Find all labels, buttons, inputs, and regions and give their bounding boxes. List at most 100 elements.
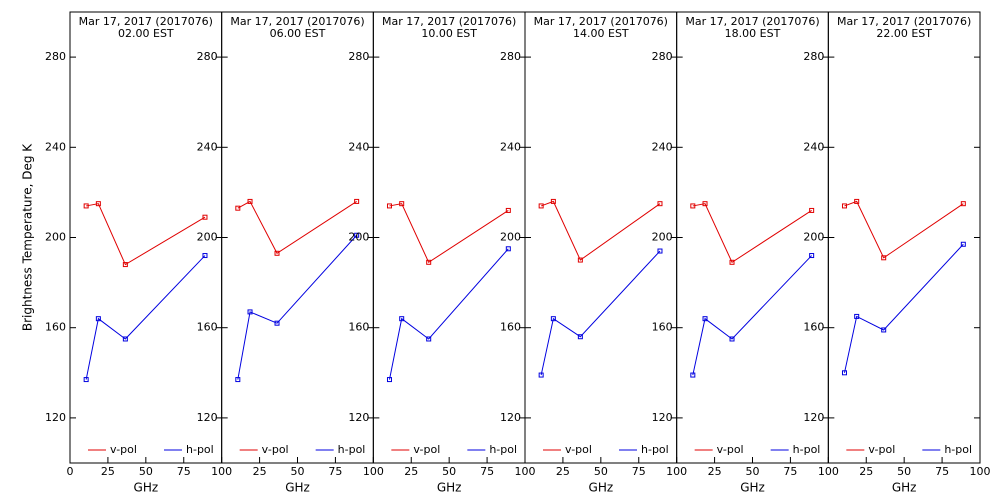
- y-tick-label: 240: [45, 140, 66, 153]
- point-marker: [95, 201, 101, 207]
- panel-title: Mar 17, 2017 (2017076): [382, 15, 516, 28]
- y-tick-label: 280: [500, 50, 521, 63]
- series-line: [843, 243, 964, 373]
- y-tick-label: 160: [500, 321, 521, 334]
- x-tick-label: 50: [139, 465, 153, 478]
- x-tick-label: 25: [556, 465, 570, 478]
- point-marker: [657, 248, 663, 254]
- point-marker: [729, 336, 735, 342]
- x-tick-label: 100: [363, 465, 384, 478]
- y-tick-label: 240: [500, 140, 521, 153]
- x-axis-label: GHz: [285, 481, 310, 495]
- x-tick-label: 75: [783, 465, 797, 478]
- y-tick-label: 200: [803, 231, 824, 244]
- legend-label: v-pol: [717, 443, 744, 456]
- y-tick-label: 120: [803, 411, 824, 424]
- point-marker: [881, 327, 887, 333]
- point-marker: [274, 250, 280, 256]
- point-marker: [881, 255, 887, 261]
- y-tick-label: 280: [348, 50, 369, 63]
- legend-label: h-pol: [641, 443, 669, 456]
- point-marker: [122, 262, 128, 268]
- series-line: [85, 255, 206, 380]
- x-tick-label: 100: [666, 465, 687, 478]
- point-marker: [841, 203, 847, 209]
- x-axis-label: GHz: [740, 481, 765, 495]
- point-marker: [854, 313, 860, 319]
- x-tick-label: 100: [970, 465, 991, 478]
- panel-subtitle: 22.00 EST: [876, 27, 932, 40]
- point-marker: [247, 309, 253, 315]
- series-line: [237, 234, 358, 380]
- point-marker: [354, 232, 360, 238]
- point-marker: [426, 259, 432, 265]
- panel-subtitle: 06.00 EST: [270, 27, 326, 40]
- x-tick-label: 75: [935, 465, 949, 478]
- y-tick-label: 160: [45, 321, 66, 334]
- x-tick-label: 0: [67, 465, 74, 478]
- panel-title: Mar 17, 2017 (2017076): [79, 15, 213, 28]
- x-tick-label: 75: [480, 465, 494, 478]
- point-marker: [809, 253, 815, 259]
- legend-label: v-pol: [413, 443, 440, 456]
- y-tick-label: 240: [197, 140, 218, 153]
- y-tick-label: 280: [803, 50, 824, 63]
- point-marker: [577, 257, 583, 263]
- panel-subtitle: 02.00 EST: [118, 27, 174, 40]
- panel-title: Mar 17, 2017 (2017076): [685, 15, 819, 28]
- y-tick-label: 160: [197, 321, 218, 334]
- series-line: [388, 248, 509, 380]
- y-tick-label: 200: [45, 231, 66, 244]
- x-axis-label: GHz: [134, 481, 159, 495]
- y-tick-label: 120: [348, 411, 369, 424]
- x-tick-label: 50: [897, 465, 911, 478]
- series-line: [692, 203, 812, 264]
- x-tick-label: 50: [594, 465, 608, 478]
- point-marker: [83, 377, 89, 383]
- point-marker: [399, 201, 405, 207]
- y-tick-label: 280: [197, 50, 218, 63]
- y-tick-label: 200: [500, 231, 521, 244]
- x-tick-label: 50: [291, 465, 305, 478]
- point-marker: [426, 336, 432, 342]
- y-tick-label: 240: [652, 140, 673, 153]
- x-tick-label: 50: [746, 465, 760, 478]
- point-marker: [960, 201, 966, 207]
- point-marker: [854, 198, 860, 204]
- y-tick-label: 200: [197, 231, 218, 244]
- point-marker: [235, 377, 241, 383]
- legend-label: v-pol: [565, 443, 592, 456]
- y-tick-label: 120: [652, 411, 673, 424]
- point-marker: [386, 377, 392, 383]
- legend-label: h-pol: [793, 443, 821, 456]
- y-tick-label: 160: [348, 321, 369, 334]
- point-marker: [550, 316, 556, 322]
- panel-subtitle: 18.00 EST: [725, 27, 781, 40]
- point-marker: [386, 203, 392, 209]
- panel-title: Mar 17, 2017 (2017076): [230, 15, 364, 28]
- point-marker: [202, 253, 208, 259]
- point-marker: [729, 259, 735, 265]
- x-tick-label: 25: [404, 465, 418, 478]
- y-tick-label: 280: [45, 50, 66, 63]
- point-marker: [657, 201, 663, 207]
- point-marker: [809, 207, 815, 213]
- y-tick-label: 200: [652, 231, 673, 244]
- x-tick-label: 75: [177, 465, 191, 478]
- point-marker: [122, 336, 128, 342]
- point-marker: [550, 198, 556, 204]
- x-tick-label: 50: [442, 465, 456, 478]
- y-tick-label: 200: [348, 231, 369, 244]
- point-marker: [354, 198, 360, 204]
- y-tick-label: 120: [197, 411, 218, 424]
- legend-label: v-pol: [110, 443, 137, 456]
- x-tick-label: 25: [859, 465, 873, 478]
- point-marker: [505, 246, 511, 252]
- series-line: [692, 255, 813, 376]
- y-tick-label: 160: [652, 321, 673, 334]
- point-marker: [274, 320, 280, 326]
- y-tick-label: 240: [348, 140, 369, 153]
- point-marker: [83, 203, 89, 209]
- panel-title: Mar 17, 2017 (2017076): [534, 15, 668, 28]
